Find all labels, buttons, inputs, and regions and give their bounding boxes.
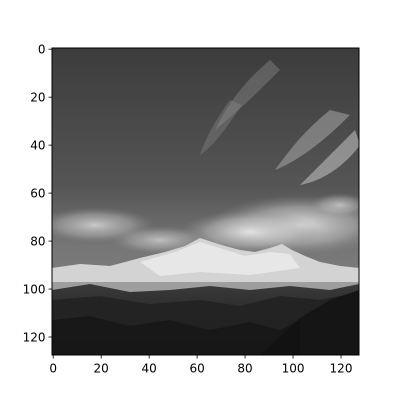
y-tick-label: 60 [30,187,45,201]
x-tick-label: 60 [189,362,204,376]
plot-area [52,48,359,355]
y-tick-label: 120 [23,331,46,345]
y-tick-label: 100 [23,283,46,297]
x-tick-label: 100 [282,362,305,376]
y-tick-label: 20 [30,91,45,105]
image-heatmap [52,48,359,355]
x-tick-label: 0 [49,362,57,376]
x-tick-label: 120 [330,362,353,376]
axes-frame [51,47,360,356]
x-tick-label: 40 [141,362,156,376]
x-axis: 0 20 40 60 80 100 120 [49,355,352,376]
x-tick-label: 80 [237,362,252,376]
y-tick-label: 0 [38,43,46,57]
x-tick-label: 20 [94,362,109,376]
y-tick-label: 40 [30,139,45,153]
y-tick-label: 80 [30,235,45,249]
y-axis: 0 20 40 60 80 100 120 [23,43,52,345]
